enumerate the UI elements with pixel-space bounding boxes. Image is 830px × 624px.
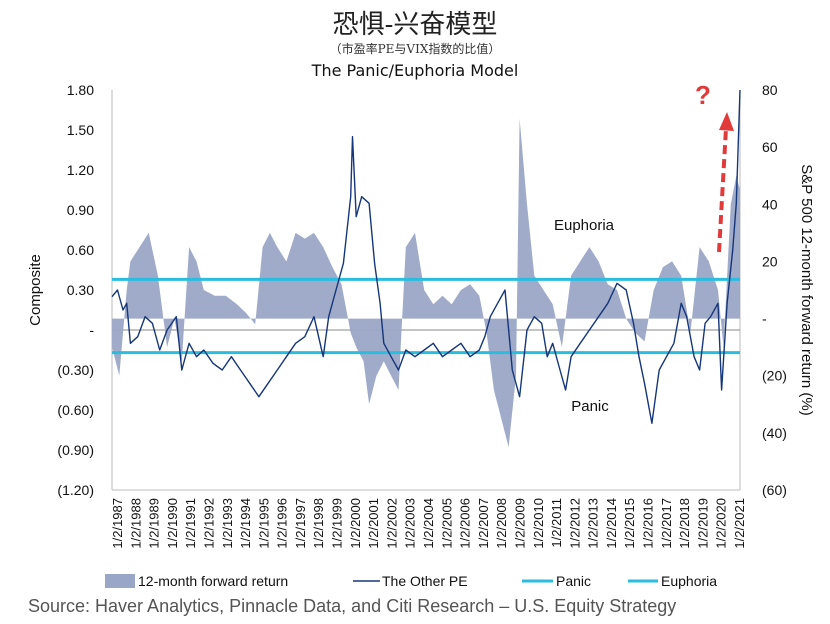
legend: 12-month forward return The Other PE Panic… <box>105 573 717 589</box>
y-tick-label: 1.80 <box>67 82 94 98</box>
x-tick-label: 1/2/2003 <box>403 498 418 549</box>
chart-title: The Panic/Euphoria Model <box>311 61 519 80</box>
x-tick-label: 1/2/2008 <box>494 498 509 549</box>
annotations: Euphoria Panic? <box>554 80 734 415</box>
y-tick-label: - <box>89 322 94 338</box>
x-tick-label: 1/2/2010 <box>531 498 546 549</box>
y2-tick-label: - <box>762 311 767 327</box>
x-tick-label: 1/2/1995 <box>256 498 271 549</box>
legend-label-line: The Other PE <box>382 573 468 589</box>
y-tick-label: 1.50 <box>67 122 94 138</box>
x-tick-label: 1/2/2021 <box>732 498 747 549</box>
y2-tick-label: (40) <box>762 425 787 441</box>
series-line-other-pe <box>111 89 741 424</box>
series-area-forward-return <box>112 118 740 448</box>
forward-return-area <box>112 118 740 448</box>
x-tick-label: 1/2/1998 <box>311 498 326 549</box>
y-axis-label: Composite <box>27 254 44 326</box>
x-tick-label: 1/2/1989 <box>147 498 162 549</box>
y-tick-label: 1.20 <box>67 162 94 178</box>
legend-label-area: 12-month forward return <box>138 573 288 589</box>
x-tick-label: 1/2/2009 <box>512 498 527 549</box>
legend-label-euphoria: Euphoria <box>661 573 717 589</box>
y2-tick-label: 60 <box>762 139 778 155</box>
x-tick-label: 1/2/2016 <box>641 498 656 549</box>
x-tick-label: 1/2/2019 <box>695 498 710 549</box>
legend-swatch-area <box>105 574 135 588</box>
y-tick-label: (0.60) <box>57 402 94 418</box>
chart-subtitle-cn: （市盈率PE与VIX指数的比值） <box>329 42 501 56</box>
y-tick-label: 0.90 <box>67 202 94 218</box>
y2-tick-label: 80 <box>762 82 778 98</box>
x-tick-label: 1/2/1992 <box>201 498 216 549</box>
x-tick-label: 1/2/2005 <box>439 498 454 549</box>
x-tick-label: 1/2/1987 <box>110 498 125 549</box>
x-tick-label: 1/2/2004 <box>421 498 436 549</box>
x-tick-label: 1/2/2002 <box>384 498 399 549</box>
other-pe-line <box>111 89 741 424</box>
y-tick-label: (0.90) <box>57 442 94 458</box>
x-tick-label: 1/2/1991 <box>183 498 198 549</box>
y2-tick-label: 20 <box>762 253 778 269</box>
x-tick-label: 1/2/1988 <box>128 498 143 549</box>
x-tick-label: 1/2/2017 <box>659 498 674 549</box>
plot-frame <box>111 90 741 491</box>
legend-label-panic: Panic <box>556 573 591 589</box>
y-tick-label: 0.60 <box>67 242 94 258</box>
x-tick-label: 1/2/1997 <box>293 498 308 549</box>
y-tick-label: (1.20) <box>57 482 94 498</box>
x-tick-label: 1/2/1994 <box>238 498 253 549</box>
x-tick-label: 1/2/1990 <box>165 498 180 549</box>
question-mark: ? <box>695 80 711 110</box>
x-tick-label: 1/2/2015 <box>622 498 637 549</box>
chart-title-cn: 恐惧-兴奋模型 <box>332 10 498 40</box>
x-tick-label: 1/2/2007 <box>476 498 491 549</box>
euphoria-annotation: Euphoria <box>554 217 615 234</box>
x-tick-label: 1/2/1996 <box>275 498 290 549</box>
threshold-lines <box>112 277 740 355</box>
trend-arrow-shaft <box>717 127 728 253</box>
y2-tick-label: 40 <box>762 196 778 212</box>
trend-arrow-head <box>719 112 734 131</box>
x-tick-label: 1/2/2001 <box>366 498 381 549</box>
x-tick-label: 1/2/2020 <box>714 498 729 549</box>
x-tick-label: 1/2/2018 <box>677 498 692 549</box>
panic-annotation: Panic <box>571 398 609 415</box>
y2-tick-label: (60) <box>762 482 787 498</box>
x-tick-label: 1/2/2011 <box>549 498 564 548</box>
x-tick-label: 1/2/1999 <box>330 498 345 549</box>
x-tick-label: 1/2/1993 <box>220 498 235 549</box>
y2-axis-label: S&P 500 12-month forward return (%) <box>798 164 815 416</box>
y2-tick-label: (20) <box>762 368 787 384</box>
axes: 1.80 1.50 1.20 0.90 0.60 0.30 - (0.30) (0.60) (0.… <box>27 82 815 549</box>
x-tick-label: 1/2/2012 <box>567 498 582 549</box>
x-tick-label: 1/2/2013 <box>586 498 601 549</box>
y-tick-label: (0.30) <box>57 362 94 378</box>
source-note: Source: Haver Analytics, Pinnacle Data, … <box>28 596 677 616</box>
x-tick-label: 1/2/2014 <box>604 498 619 549</box>
x-tick-label: 1/2/2000 <box>348 498 363 549</box>
y-tick-label: 0.30 <box>67 282 94 298</box>
x-tick-label: 1/2/2006 <box>458 498 473 549</box>
